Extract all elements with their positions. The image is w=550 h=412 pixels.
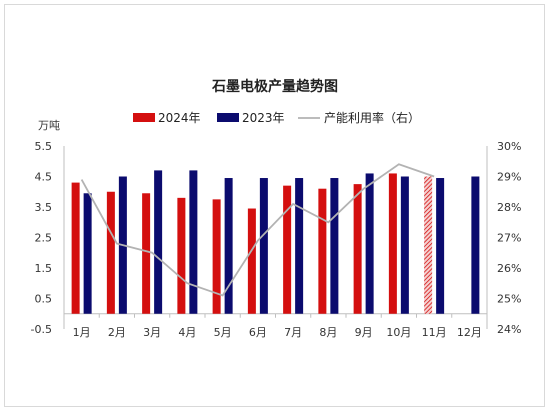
bar-2023 [471,176,480,314]
chart-frame [4,4,545,407]
bar-2023 [224,178,233,314]
bar-2023 [330,178,339,314]
bar-2024 [247,208,256,314]
left-y-tick-label: 2.5 [35,232,53,245]
right-y-tick-label: 27% [497,232,521,245]
x-tick-label: 10月 [386,326,411,339]
right-y-tick-label: 24% [497,323,521,336]
bar-2024 [142,193,151,314]
x-tick-label: 6月 [249,326,267,339]
left-y-tick-labels: 5.5 4.5 3.5 2.5 1.5 0.5 -0.5 [31,140,52,336]
bar-2024 [71,182,80,314]
bar-2023 [259,178,268,314]
axes [63,146,488,329]
x-tick-label: 7月 [284,326,302,339]
right-y-tick-label: 28% [497,201,521,214]
left-y-tick-label: -0.5 [31,323,52,336]
chart-title: 石墨电极产量趋势图 [211,78,338,95]
legend-label-2024: 2024年 [158,111,201,125]
left-y-tick-label: 5.5 [35,140,53,153]
bar-2023 [400,176,409,314]
utilization-line-path [80,163,435,297]
right-y-tick-label: 26% [497,262,521,275]
bar-2024 [424,176,433,314]
legend-swatch-2024 [133,113,155,122]
legend: 2024年 2023年 产能利用率（右） [133,110,420,125]
bar-2024 [212,199,221,314]
right-y-tick-label: 25% [497,293,521,306]
left-y-tick-label: 3.5 [35,201,53,214]
bar-2023 [295,178,304,314]
bar-2024 [283,185,292,314]
right-y-tick-labels: 30% 29% 28% 27% 26% 25% 24% [497,140,521,336]
left-axis-unit: 万吨 [38,119,60,132]
x-tick-label: 11月 [422,326,447,339]
legend-label-utilization: 产能利用率（右） [324,110,420,125]
bar-2023 [365,173,374,314]
bar-2024 [177,197,186,314]
bar-2023 [83,193,92,314]
bar-2023 [189,170,198,314]
bar-2024 [318,188,327,314]
x-tick-labels: 1月 2月 3月 4月 5月 6月 7月 8月 9月 10月 11月 12月 [73,326,482,339]
bar-2023 [436,178,445,314]
x-tick-label: 3月 [143,326,161,339]
x-tick-label: 4月 [178,326,196,339]
right-y-tick-label: 29% [497,171,521,184]
utilization-line [80,163,435,297]
bar-2024 [388,173,397,314]
left-y-tick-label: 0.5 [35,293,53,306]
left-y-tick-label: 1.5 [35,262,53,275]
legend-label-2023: 2023年 [242,111,285,125]
x-tick-label: 2月 [108,326,126,339]
bars [71,170,480,314]
x-tick-label: 9月 [355,326,373,339]
bar-2023 [154,170,163,314]
x-tick-label: 1月 [73,326,91,339]
bar-2024 [106,191,115,314]
bar-2024 [353,184,362,314]
right-y-tick-label: 30% [497,140,521,153]
x-tick-label: 12月 [457,326,482,339]
x-tick-label: 5月 [214,326,232,339]
x-tick-label: 8月 [319,326,337,339]
legend-swatch-2023 [217,113,239,122]
left-y-tick-label: 4.5 [35,171,53,184]
